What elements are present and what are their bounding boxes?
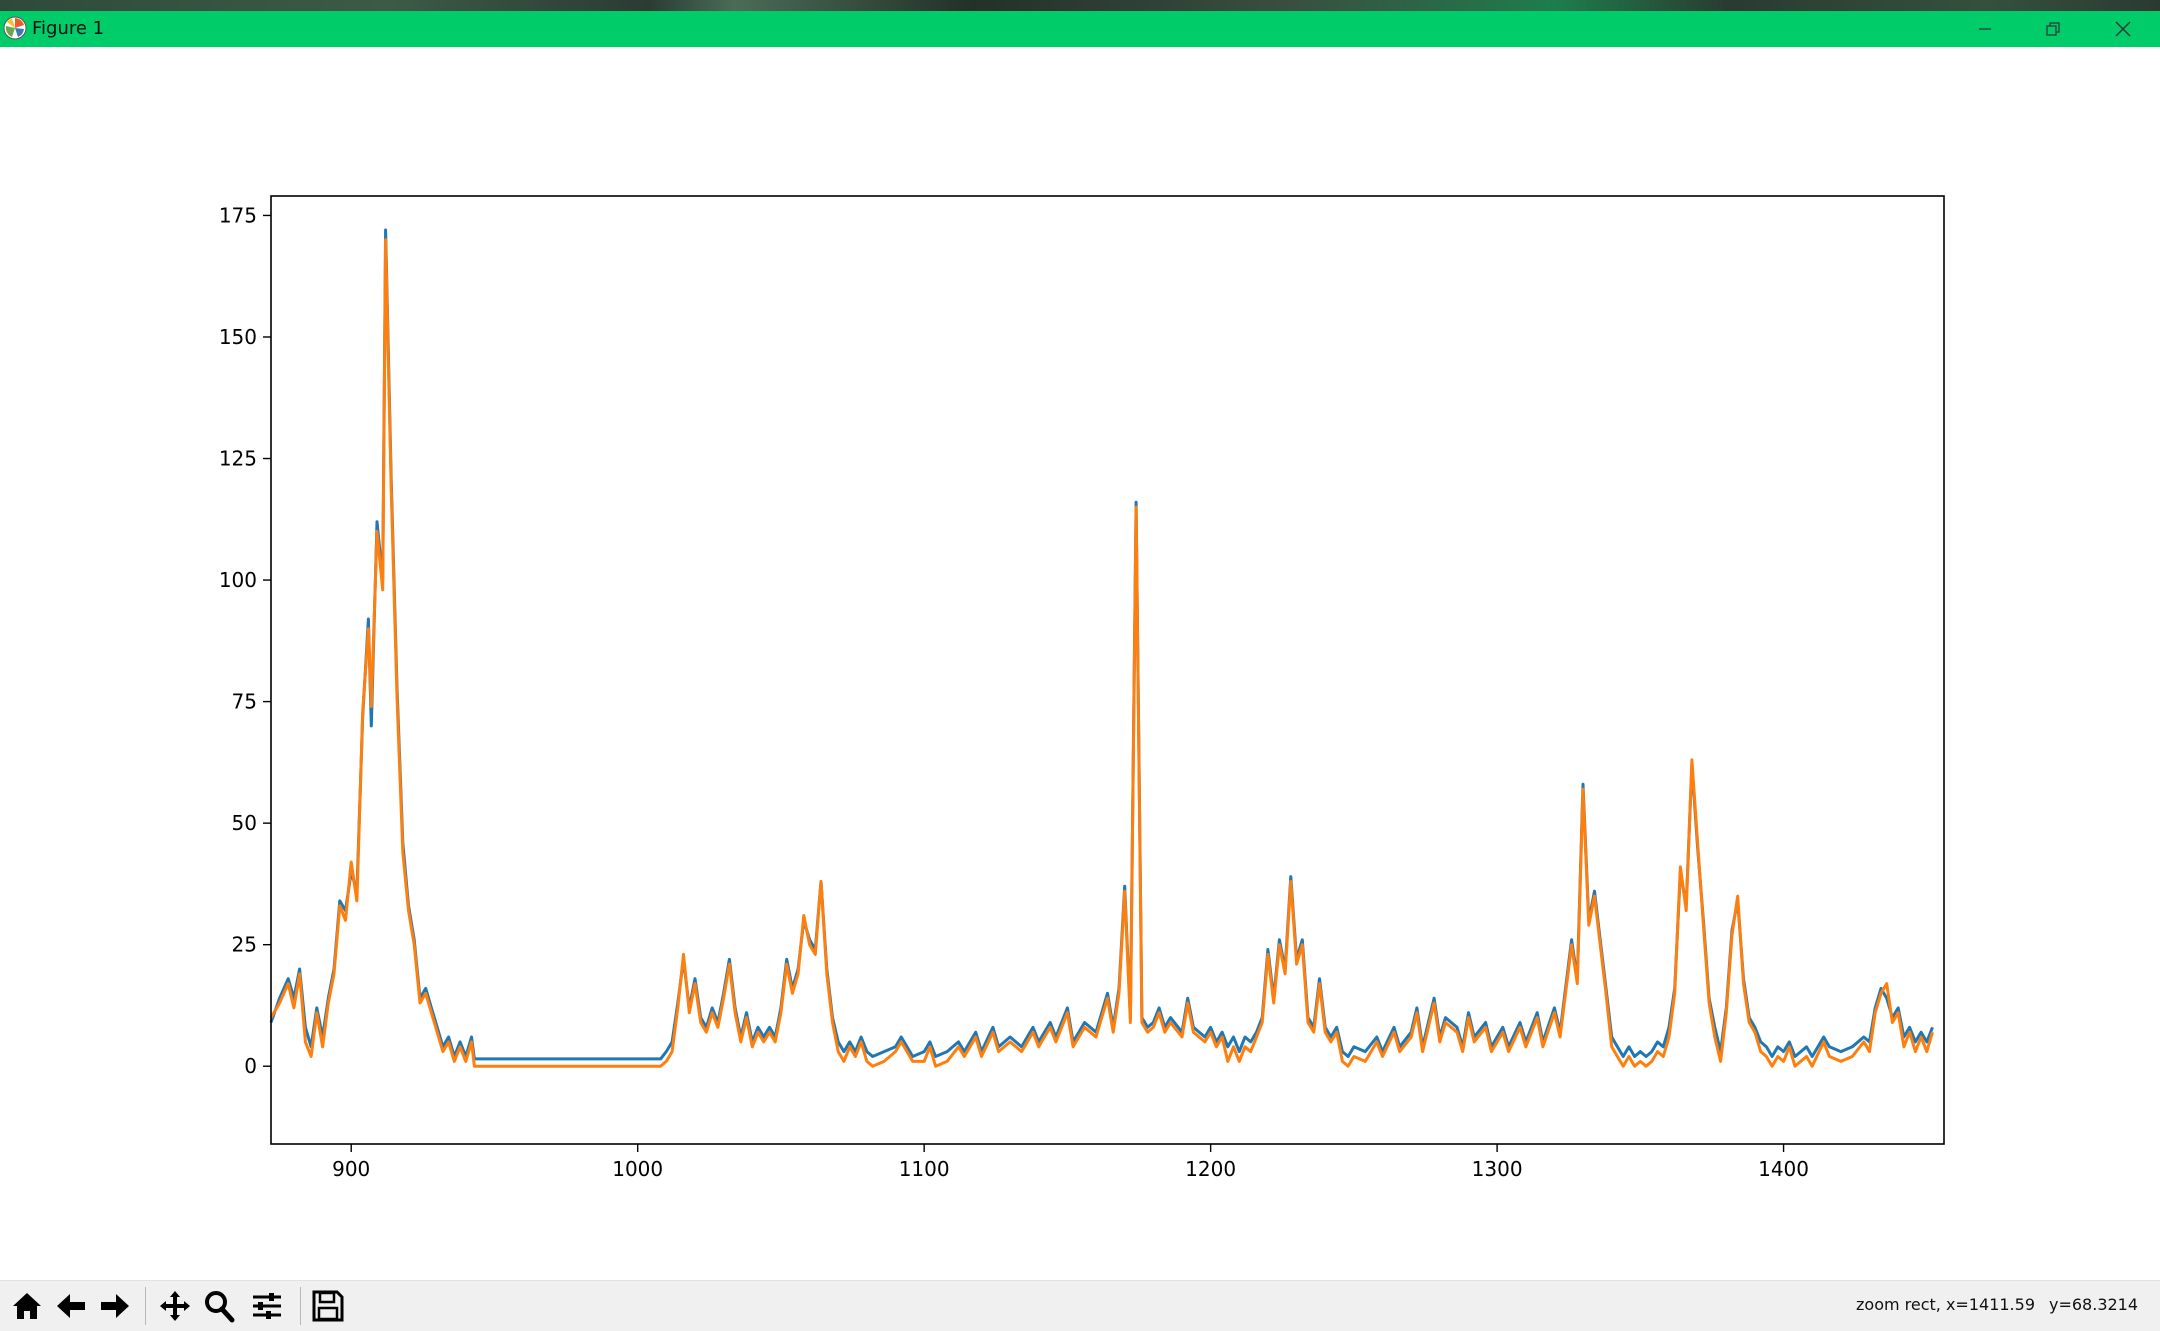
series-line-1 xyxy=(269,228,1934,1061)
configure-subplots-button[interactable] xyxy=(246,1285,288,1327)
y-tick-label: 125 xyxy=(219,447,257,471)
plot-frame xyxy=(270,195,1945,1145)
y-tick-label: 50 xyxy=(232,811,257,835)
y-tick-label: 0 xyxy=(244,1054,257,1078)
series-line-2 xyxy=(269,238,1934,1068)
forward-arrow-icon xyxy=(101,1294,129,1318)
matplotlib-app-icon xyxy=(3,16,27,40)
y-tick-label: 25 xyxy=(232,933,257,957)
forward-button[interactable] xyxy=(94,1285,136,1327)
home-icon xyxy=(13,1293,41,1319)
close-button[interactable] xyxy=(2088,11,2158,47)
figure-canvas-area[interactable]: 900 1000 1100 1200 1300 1400 0 25 50 75 100 125 150 1… xyxy=(0,47,2160,1280)
x-tick-label: 900 xyxy=(332,1157,370,1181)
save-floppy-icon xyxy=(312,1290,344,1322)
toolbar-separator xyxy=(145,1287,146,1325)
y-tick-label: 100 xyxy=(219,568,257,592)
close-icon xyxy=(2115,21,2131,37)
y-tick-label: 75 xyxy=(232,690,257,714)
configure-subplots-icon xyxy=(253,1293,281,1319)
status-y-readout: y=68.3214 xyxy=(2049,1295,2139,1314)
window-title: Figure 1 xyxy=(32,18,105,39)
x-tick-label: 1100 xyxy=(899,1157,950,1181)
minimize-button[interactable] xyxy=(1950,11,2020,47)
x-tick-label: 1300 xyxy=(1472,1157,1523,1181)
restore-icon xyxy=(2046,22,2060,36)
zoom-button[interactable] xyxy=(198,1285,240,1327)
x-tick-label: 1400 xyxy=(1758,1157,1809,1181)
toolbar-separator xyxy=(300,1287,301,1325)
restore-button[interactable] xyxy=(2018,11,2088,47)
window-titlebar[interactable]: Figure 1 xyxy=(0,11,2160,47)
back-arrow-icon xyxy=(57,1294,85,1318)
status-mode-readout: zoom rect, x=1411.59 xyxy=(1856,1295,2035,1314)
save-button[interactable] xyxy=(307,1285,349,1327)
x-tick-label: 1000 xyxy=(612,1157,663,1181)
minimize-icon xyxy=(1979,28,1991,30)
desktop-background-strip xyxy=(0,0,2160,11)
navigation-toolbar: zoom rect, x=1411.59 y=68.3214 xyxy=(0,1280,2160,1331)
home-button[interactable] xyxy=(6,1285,48,1327)
y-tick-label: 150 xyxy=(219,325,257,349)
line-chart[interactable]: 900 1000 1100 1200 1300 1400 0 25 50 75 100 125 150 1… xyxy=(0,47,2160,1280)
x-tick-label: 1200 xyxy=(1185,1157,1236,1181)
pan-button[interactable] xyxy=(154,1285,196,1327)
pan-move-icon xyxy=(160,1291,190,1321)
y-tick-label: 175 xyxy=(219,203,257,227)
back-button[interactable] xyxy=(50,1285,92,1327)
zoom-magnifier-icon xyxy=(205,1291,235,1323)
